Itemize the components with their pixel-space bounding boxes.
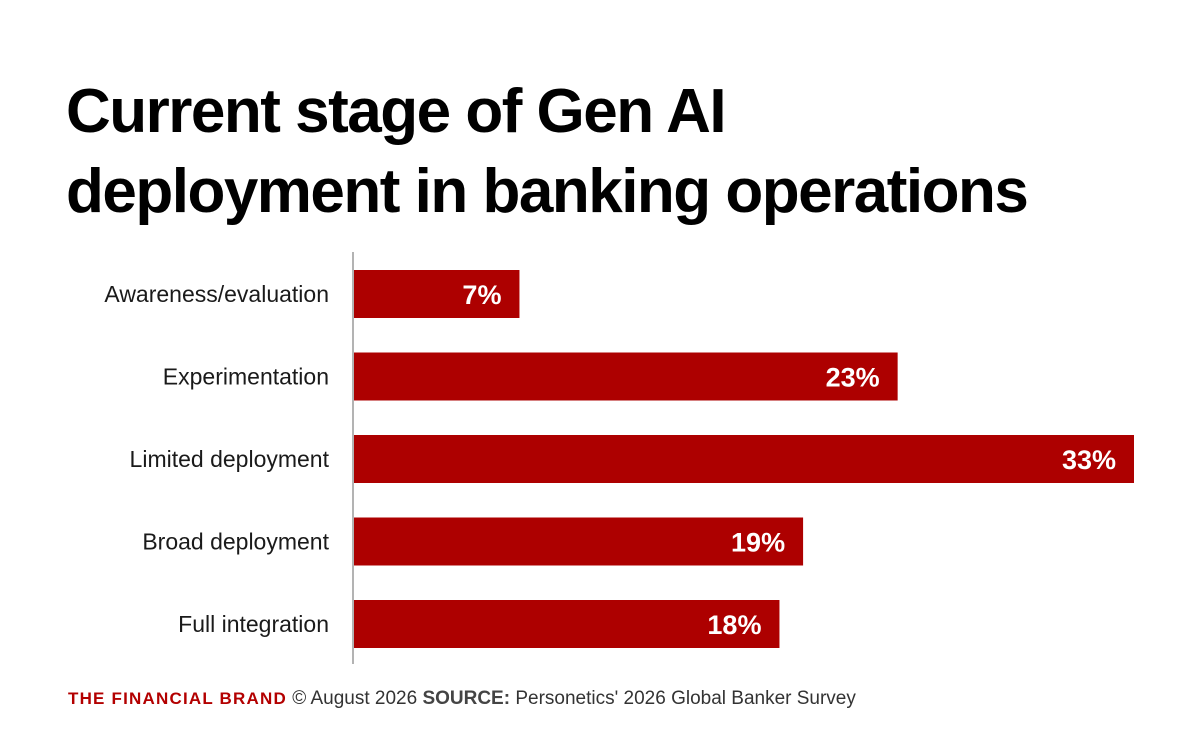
category-label-0: Awareness/evaluation (104, 281, 329, 307)
value-label-3: 19% (731, 528, 785, 558)
value-label-2: 33% (1062, 445, 1116, 475)
copyright-text: © August 2026 (292, 688, 418, 709)
value-label-0: 7% (462, 280, 501, 310)
chart-title-line-1: Current stage of Gen AI (66, 77, 727, 146)
value-label-1: 23% (826, 363, 880, 393)
bar-3 (354, 517, 804, 566)
chart-title: Current stage of Gen AI deployment in ba… (66, 72, 1166, 232)
category-label-3: Broad deployment (142, 529, 329, 555)
bar-2 (354, 435, 1134, 483)
bar-4 (354, 600, 780, 648)
source-text: Personetics' 2026 Global Banker Survey (515, 688, 856, 709)
footer: THE FINANCIAL BRAND © August 2026 SOURCE… (68, 688, 856, 710)
source-label: SOURCE: (422, 688, 511, 709)
bar-0 (354, 270, 520, 318)
brand-logo: THE FINANCIAL BRAND (68, 689, 287, 708)
category-label-2: Limited deployment (130, 446, 330, 472)
bar-chart: Awareness/evaluation 7% Experimentation 23%… (104, 252, 1134, 664)
chart-title-line-2: deployment in banking operations (66, 157, 1029, 226)
category-label-1: Experimentation (163, 364, 329, 390)
category-label-4: Full integration (178, 611, 329, 637)
value-label-4: 18% (707, 610, 761, 640)
bar-1 (354, 352, 898, 401)
